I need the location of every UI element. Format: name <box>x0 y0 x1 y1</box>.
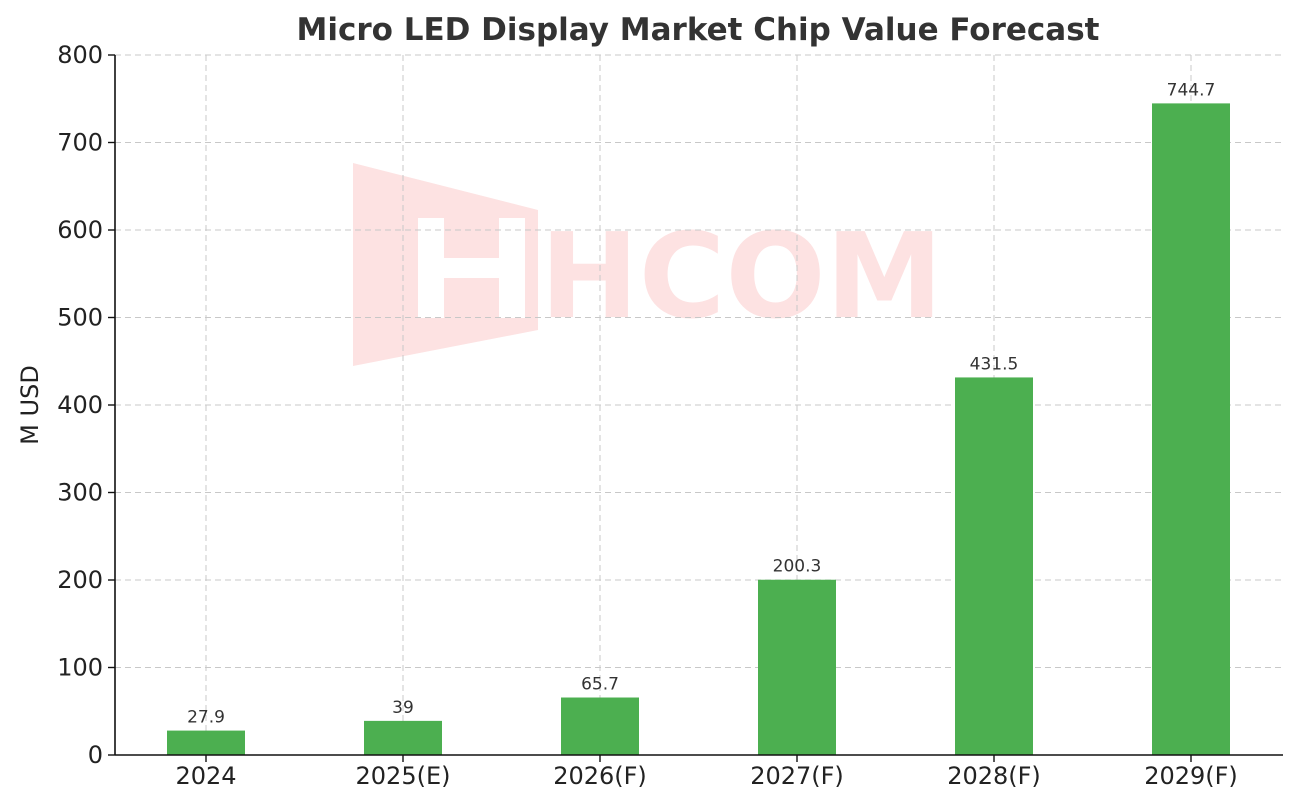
watermark-logo: HCOM <box>353 163 943 366</box>
data-label: 27.9 <box>187 708 225 728</box>
bar <box>167 730 245 755</box>
x-tick-label: 2027(F) <box>750 762 844 790</box>
data-label: 431.5 <box>970 354 1019 374</box>
y-tick-label: 100 <box>57 654 103 682</box>
y-tick-label: 500 <box>57 304 103 332</box>
x-axis-ticks: 2024 2025(E) 2026(F) 2027(F) 2028(F) 2029(F) <box>175 755 1238 790</box>
bar <box>561 697 639 755</box>
bar <box>758 579 836 755</box>
y-tick-label: 800 <box>57 41 103 69</box>
bar <box>955 377 1033 755</box>
y-axis-label: M USD <box>16 365 44 445</box>
bar <box>364 720 442 755</box>
data-label: 39 <box>392 698 414 718</box>
x-tick-label: 2028(F) <box>947 762 1041 790</box>
x-tick-label: 2025(E) <box>356 762 451 790</box>
y-tick-label: 0 <box>88 741 103 769</box>
data-label: 744.7 <box>1167 80 1216 100</box>
bars <box>167 103 1230 755</box>
y-tick-label: 200 <box>57 566 103 594</box>
y-axis-ticks: 0 100 200 300 400 500 600 700 800 <box>57 41 115 769</box>
y-tick-label: 400 <box>57 391 103 419</box>
chart-title: Micro LED Display Market Chip Value Fore… <box>296 12 1099 48</box>
x-tick-label: 2024 <box>175 762 236 790</box>
y-tick-label: 600 <box>57 216 103 244</box>
data-label: 65.7 <box>581 675 619 695</box>
data-label: 200.3 <box>773 557 822 577</box>
x-tick-label: 2026(F) <box>553 762 647 790</box>
data-labels: 27.9 39 65.7 200.3 431.5 744.7 <box>187 80 1215 727</box>
x-tick-label: 2029(F) <box>1144 762 1238 790</box>
bar <box>1152 103 1230 755</box>
y-tick-label: 300 <box>57 479 103 507</box>
y-tick-label: 700 <box>57 129 103 157</box>
grid-lines <box>115 54 1283 755</box>
